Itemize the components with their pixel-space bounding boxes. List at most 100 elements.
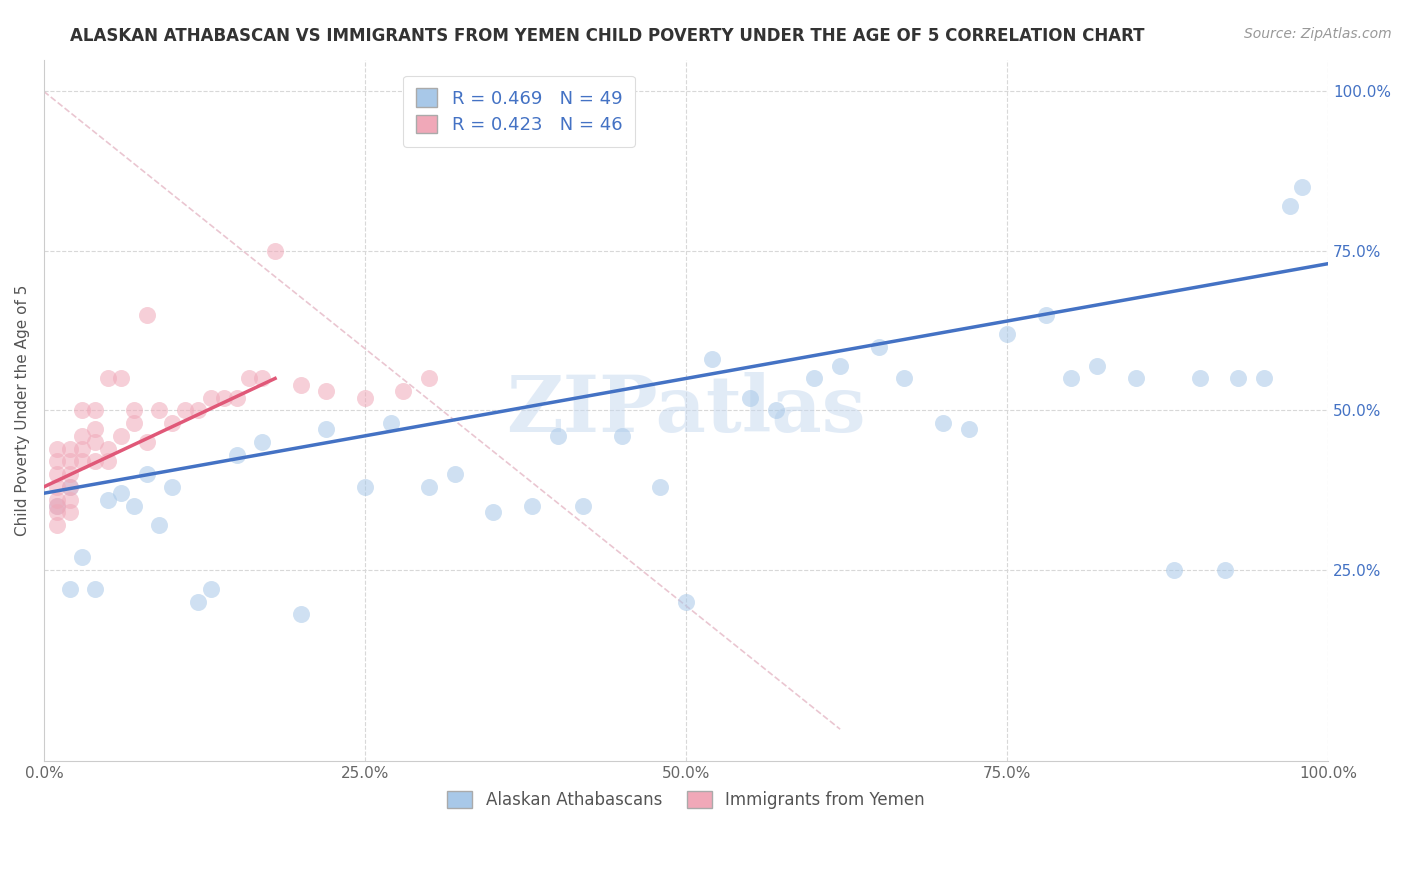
Point <box>58 467 80 482</box>
Point <box>187 403 209 417</box>
Point <box>1215 563 1237 577</box>
Point <box>1035 308 1057 322</box>
Point <box>135 308 157 322</box>
Point <box>72 549 94 564</box>
Point <box>45 467 67 482</box>
Point <box>45 518 67 533</box>
Point <box>110 429 132 443</box>
Point <box>1278 199 1301 213</box>
Point <box>58 582 80 596</box>
Point <box>893 371 915 385</box>
Point <box>700 352 723 367</box>
Point <box>97 371 120 385</box>
Point <box>58 492 80 507</box>
Point <box>148 518 170 533</box>
Point <box>200 391 222 405</box>
Point <box>740 391 762 405</box>
Point <box>482 505 505 519</box>
Point <box>58 480 80 494</box>
Point <box>418 371 440 385</box>
Point <box>212 391 235 405</box>
Point <box>122 499 145 513</box>
Point <box>122 416 145 430</box>
Point <box>444 467 467 482</box>
Point <box>45 492 67 507</box>
Point <box>45 505 67 519</box>
Text: ZIPatlas: ZIPatlas <box>506 372 866 449</box>
Point <box>110 486 132 500</box>
Point <box>97 492 120 507</box>
Point <box>162 416 184 430</box>
Point <box>264 244 287 258</box>
Point <box>45 499 67 513</box>
Point <box>957 422 980 436</box>
Point <box>932 416 955 430</box>
Point <box>225 391 247 405</box>
Point <box>250 371 273 385</box>
Point <box>392 384 415 399</box>
Point <box>250 435 273 450</box>
Point <box>45 499 67 513</box>
Point <box>1188 371 1211 385</box>
Point <box>45 480 67 494</box>
Point <box>110 371 132 385</box>
Point <box>290 377 312 392</box>
Point <box>122 403 145 417</box>
Point <box>803 371 825 385</box>
Point <box>650 480 672 494</box>
Point <box>72 442 94 456</box>
Point <box>58 442 80 456</box>
Point <box>84 422 107 436</box>
Point <box>84 403 107 417</box>
Point <box>1125 371 1147 385</box>
Point <box>200 582 222 596</box>
Point <box>290 607 312 622</box>
Point <box>354 480 377 494</box>
Point <box>1060 371 1083 385</box>
Text: ALASKAN ATHABASCAN VS IMMIGRANTS FROM YEMEN CHILD POVERTY UNDER THE AGE OF 5 COR: ALASKAN ATHABASCAN VS IMMIGRANTS FROM YE… <box>70 27 1144 45</box>
Point <box>97 442 120 456</box>
Point <box>58 505 80 519</box>
Point <box>765 403 787 417</box>
Y-axis label: Child Poverty Under the Age of 5: Child Poverty Under the Age of 5 <box>15 285 30 536</box>
Point <box>610 429 633 443</box>
Point <box>572 499 595 513</box>
Point <box>45 454 67 468</box>
Point <box>174 403 197 417</box>
Point <box>72 454 94 468</box>
Point <box>995 326 1018 341</box>
Point <box>135 435 157 450</box>
Point <box>187 594 209 608</box>
Point <box>72 429 94 443</box>
Point <box>380 416 402 430</box>
Text: Source: ZipAtlas.com: Source: ZipAtlas.com <box>1244 27 1392 41</box>
Point <box>1227 371 1250 385</box>
Point <box>84 435 107 450</box>
Point <box>58 454 80 468</box>
Point <box>238 371 260 385</box>
Point <box>1253 371 1275 385</box>
Point <box>1291 180 1313 194</box>
Point <box>97 454 120 468</box>
Point <box>1085 359 1108 373</box>
Legend: Alaskan Athabascans, Immigrants from Yemen: Alaskan Athabascans, Immigrants from Yem… <box>440 784 932 816</box>
Point <box>72 403 94 417</box>
Point <box>84 454 107 468</box>
Point <box>45 442 67 456</box>
Point <box>830 359 852 373</box>
Point <box>58 480 80 494</box>
Point <box>135 467 157 482</box>
Point <box>225 448 247 462</box>
Point <box>1163 563 1185 577</box>
Point <box>418 480 440 494</box>
Point <box>547 429 569 443</box>
Point <box>162 480 184 494</box>
Point <box>868 340 890 354</box>
Point <box>315 422 337 436</box>
Point <box>84 582 107 596</box>
Point <box>354 391 377 405</box>
Point <box>148 403 170 417</box>
Point <box>520 499 543 513</box>
Point <box>315 384 337 399</box>
Point <box>675 594 697 608</box>
